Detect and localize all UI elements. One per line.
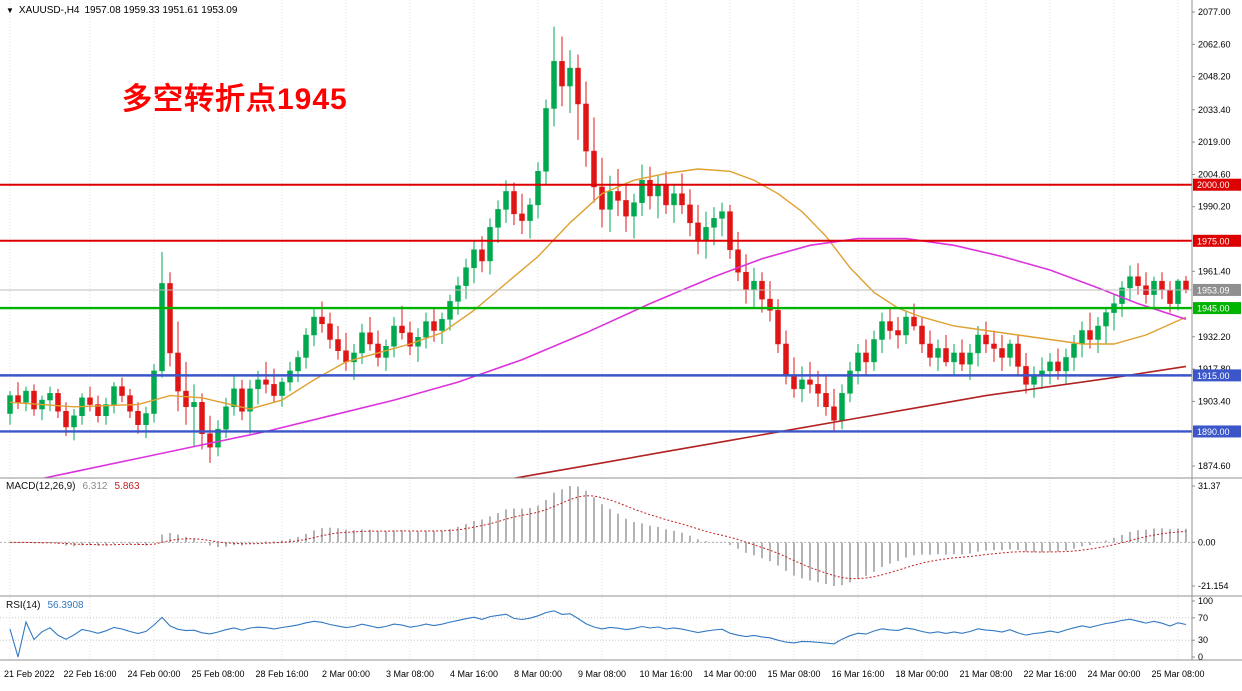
ohlc-readout: ▼ XAUUSD-,H4 1957.08 1959.33 1951.61 195… [6, 5, 237, 16]
svg-text:1961.40: 1961.40 [1198, 266, 1231, 276]
ohlc-values: 1957.08 1959.33 1951.61 1953.09 [84, 5, 238, 16]
svg-text:21 Feb 2022: 21 Feb 2022 [4, 669, 55, 679]
svg-text:70: 70 [1198, 613, 1208, 623]
svg-text:4 Mar 16:00: 4 Mar 16:00 [450, 669, 498, 679]
svg-text:25 Mar 08:00: 25 Mar 08:00 [1151, 669, 1204, 679]
svg-text:25 Feb 08:00: 25 Feb 08:00 [191, 669, 244, 679]
svg-text:0: 0 [1198, 652, 1203, 662]
svg-text:28 Feb 16:00: 28 Feb 16:00 [255, 669, 308, 679]
svg-text:100: 100 [1198, 596, 1213, 606]
rsi-line [9, 610, 1187, 658]
rsi-value: 56.3908 [47, 600, 84, 611]
svg-text:10 Mar 16:00: 10 Mar 16:00 [639, 669, 692, 679]
svg-text:2004.60: 2004.60 [1198, 169, 1231, 179]
time-axis[interactable]: 21 Feb 2022 22 Feb 16:00 24 Feb 00:00 25 Fe… [4, 669, 1205, 679]
svg-text:1932.20: 1932.20 [1198, 332, 1231, 342]
macd-axis[interactable]: 31.37 0.00 -21.154 [1192, 481, 1229, 591]
rsi-indicator-label: RSI(14) 56.3908 [6, 600, 84, 611]
rsi-axis[interactable]: 100 70 30 0 [1192, 596, 1213, 662]
macd-indicator-label: MACD(12,26,9) 6.312 5.863 [6, 481, 140, 492]
svg-text:30: 30 [1198, 635, 1208, 645]
svg-text:2019.00: 2019.00 [1198, 137, 1231, 147]
symbol-timeframe-label: XAUUSD-,H4 [18, 5, 80, 16]
svg-text:2062.60: 2062.60 [1198, 39, 1231, 49]
svg-text:16 Mar 16:00: 16 Mar 16:00 [831, 669, 884, 679]
svg-text:22 Mar 16:00: 22 Mar 16:00 [1023, 669, 1076, 679]
fast-ma-orange-line[interactable] [9, 168, 1187, 410]
macd-signal-line [9, 495, 1187, 580]
macd-histogram [17, 486, 1187, 586]
macd-value-main: 6.312 [82, 481, 108, 492]
slow-ma-darkred-line[interactable] [474, 365, 1187, 485]
svg-text:9 Mar 08:00: 9 Mar 08:00 [578, 669, 626, 679]
svg-text:2000.00: 2000.00 [1197, 180, 1230, 190]
svg-text:21 Mar 08:00: 21 Mar 08:00 [959, 669, 1012, 679]
svg-text:8 Mar 00:00: 8 Mar 00:00 [514, 669, 562, 679]
macd-value-signal: 5.863 [114, 481, 140, 492]
svg-text:22 Feb 16:00: 22 Feb 16:00 [63, 669, 116, 679]
svg-text:3 Mar 08:00: 3 Mar 08:00 [386, 669, 434, 679]
svg-text:31.37: 31.37 [1198, 481, 1221, 491]
svg-text:1903.40: 1903.40 [1198, 396, 1231, 406]
svg-text:1990.20: 1990.20 [1198, 202, 1231, 212]
svg-text:14 Mar 00:00: 14 Mar 00:00 [703, 669, 756, 679]
price-axis[interactable]: 2077.00 2062.60 2048.20 2033.40 2019.00 2004.… [1192, 7, 1241, 471]
macd-name: MACD(12,26,9) [6, 481, 76, 492]
svg-text:1915.00: 1915.00 [1197, 371, 1230, 381]
svg-text:1890.00: 1890.00 [1197, 427, 1230, 437]
svg-text:18 Mar 00:00: 18 Mar 00:00 [895, 669, 948, 679]
svg-text:1975.00: 1975.00 [1197, 236, 1230, 246]
chart-annotation[interactable]: 多空转折点1945 [122, 83, 348, 116]
svg-text:2 Mar 00:00: 2 Mar 00:00 [322, 669, 370, 679]
svg-text:24 Feb 00:00: 24 Feb 00:00 [127, 669, 180, 679]
svg-text:2033.40: 2033.40 [1198, 105, 1231, 115]
rsi-panel[interactable] [0, 610, 1192, 658]
tick-direction-down-icon: ▼ [6, 5, 14, 15]
svg-text:1874.60: 1874.60 [1198, 461, 1231, 471]
svg-text:2048.20: 2048.20 [1198, 72, 1231, 82]
rsi-name: RSI(14) [6, 600, 41, 611]
svg-text:15 Mar 08:00: 15 Mar 08:00 [767, 669, 820, 679]
svg-text:1953.09: 1953.09 [1197, 285, 1230, 295]
svg-text:24 Mar 00:00: 24 Mar 00:00 [1087, 669, 1140, 679]
svg-text:1945.00: 1945.00 [1197, 304, 1230, 314]
macd-panel[interactable] [0, 486, 1192, 586]
svg-text:0.00: 0.00 [1198, 537, 1216, 547]
svg-text:-21.154: -21.154 [1198, 581, 1229, 591]
svg-text:1917.80: 1917.80 [1198, 364, 1231, 374]
svg-text:2077.00: 2077.00 [1198, 7, 1231, 17]
main-price-panel[interactable] [0, 26, 1192, 486]
panel-borders [0, 0, 1242, 661]
